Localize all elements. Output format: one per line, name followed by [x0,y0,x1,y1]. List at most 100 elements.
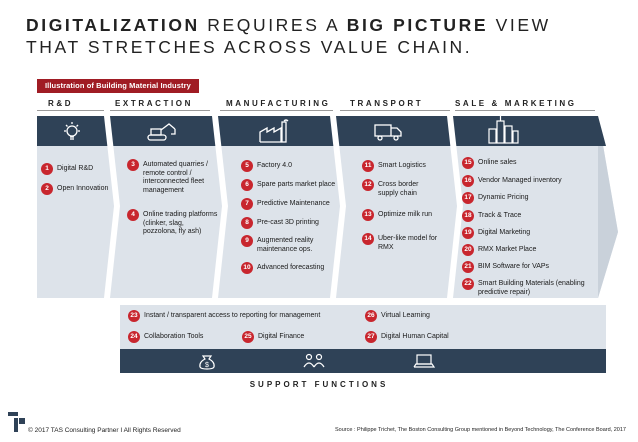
item-label: Digital Finance [258,333,305,340]
list-item: 7 Predictive Maintenance [241,198,341,210]
list-item: 2 Open Innovation [41,183,117,195]
item-label: Collaboration Tools [144,333,204,340]
number-badge: 3 [127,159,139,171]
divider [37,110,104,111]
divider [340,110,450,111]
item-label: Advanced forecasting [257,264,325,271]
number-badge: 15 [462,157,474,169]
item-label: Factory 4.0 [257,162,293,169]
item-label: Vendor Managed inventory [478,177,562,184]
item-label: Automated quarries / remote control / in… [143,161,208,194]
number-badge: 18 [462,210,474,222]
number-badge: 13 [362,209,374,221]
truck-icon [374,124,402,141]
number-badge: 12 [362,179,374,191]
number-badge: 27 [365,331,377,343]
list-item: 21 BIM Software for VAPs [462,261,582,273]
number-badge: 9 [241,235,253,247]
laptop-icon [413,354,436,368]
band-arrow-tip [598,116,618,298]
support-item: 25 Digital Finance [242,331,342,343]
support-item: 23 Instant / transparent access to repor… [128,310,368,322]
list-item: 19 Digital Marketing [462,227,582,239]
list-item: 8 Pre-cast 3D printing [241,217,341,229]
support-item: 24 Collaboration Tools [128,331,228,343]
list-item: 13 Optimize milk run [362,209,452,221]
number-badge: 6 [241,179,253,191]
support-band [120,305,606,349]
people-icon [303,353,325,368]
item-label: BIM Software for VAPs [478,263,550,270]
number-badge: 21 [462,261,474,273]
list-item: 18 Track & Trace [462,210,582,222]
support-band-strip [120,349,606,373]
column-header-rnd: R&D [48,99,74,108]
divider [455,110,595,111]
number-badge: 10 [241,262,253,274]
number-badge: 20 [462,244,474,256]
number-badge: 19 [462,227,474,239]
list-item: 3 Automated quarries / remote control / … [127,159,219,195]
list-item: 4 Online trading platforms (clinker, sla… [127,209,219,237]
item-label: Pre-cast 3D printing [257,219,319,226]
divider [220,110,333,111]
support-item: 27 Digital Human Capital [365,331,495,343]
number-badge: 22 [462,278,474,290]
chevron-separators [104,116,463,298]
number-badge: 24 [128,331,140,343]
list-item: 15 Online sales [462,157,582,169]
item-label: Optimize milk run [378,211,433,218]
divider [110,110,210,111]
list-item: 20 RMX Market Place [462,244,582,256]
list-item: 5 Factory 4.0 [241,160,341,172]
item-label: Smart Logistics [378,162,426,169]
list-item: 1 Digital R&D [41,163,109,175]
number-badge: 1 [41,163,53,175]
item-label: Open Innovation [57,185,109,192]
item-label: Spare parts market place [257,181,336,188]
column-header-manufacturing: MANUFACTURING [226,99,331,108]
svg-text:$: $ [205,362,209,369]
support-item: 26 Virtual Learning [365,310,485,322]
lightbulb-icon [64,122,80,140]
item-label: Smart Building Materials (enabling predi… [478,280,585,296]
number-badge: 7 [241,198,253,210]
item-label: Augmented reality maintenance ops. [257,237,314,253]
support-functions-label: SUPPORT FUNCTIONS [249,380,389,389]
item-label: Track & Trace [478,212,522,219]
city-buildings-icon [488,116,519,144]
number-badge: 16 [462,175,474,187]
number-badge: 2 [41,183,53,195]
factory-icon [259,119,289,143]
copyright-text: © 2017 TAS Consulting Partner I All Righ… [28,427,181,434]
excavator-icon [147,123,176,141]
number-badge: 14 [362,233,374,245]
page-title: DIGITALIZATION REQUIRES A BIG PICTURE VI… [26,15,551,57]
number-badge: 11 [362,160,374,172]
item-label: Online trading platforms (clinker, slag,… [143,211,218,236]
illustration-tag: Illustration of Building Material Indust… [37,79,199,93]
company-logo [8,412,25,432]
number-badge: 4 [127,209,139,221]
list-item: 9 Augmented reality maintenance ops. [241,235,321,254]
number-badge: 23 [128,310,140,322]
item-label: Uber-like model for RMX [378,235,438,251]
source-text: Source : Philippe Trichet, The Boston Co… [335,427,626,433]
money-bag-icon: $ [199,355,215,370]
column-header-extraction: EXTRACTION [115,99,193,108]
list-item: 10 Advanced forecasting [241,262,341,274]
number-badge: 5 [241,160,253,172]
item-label: RMX Market Place [478,246,537,253]
list-item: 16 Vendor Managed inventory [462,175,592,187]
item-label: Virtual Learning [381,312,430,319]
list-item: 12 Cross border supply chain [362,179,432,198]
number-badge: 25 [242,331,254,343]
item-label: Digital Marketing [478,229,531,236]
item-label: Digital Human Capital [381,333,449,340]
item-label: Dynamic Pricing [478,194,529,201]
list-item: 6 Spare parts market place [241,179,349,191]
column-header-transport: TRANSPORT [350,99,424,108]
list-item: 11 Smart Logistics [362,160,446,172]
number-badge: 17 [462,192,474,204]
item-label: Online sales [478,159,517,166]
